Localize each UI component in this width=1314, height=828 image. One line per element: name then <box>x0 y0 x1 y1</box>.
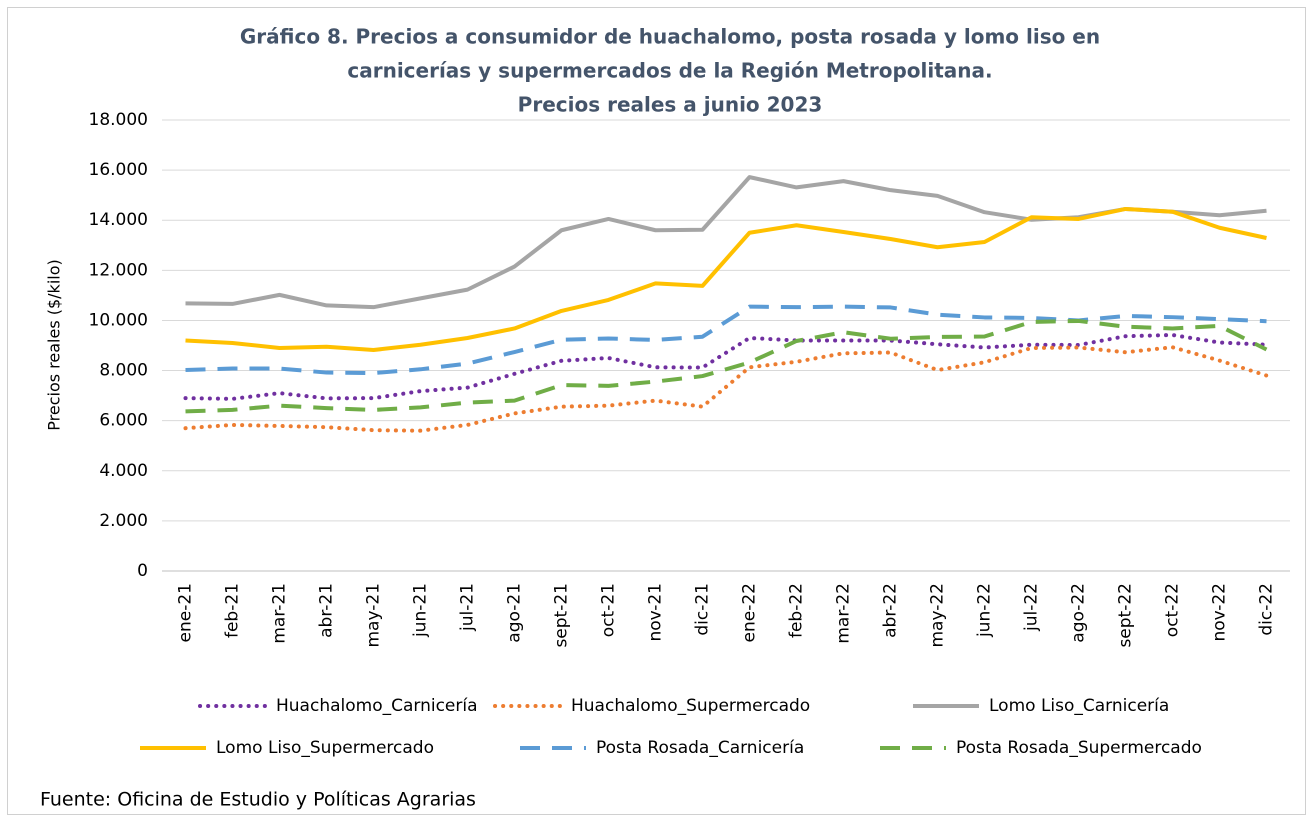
x-tick-label: jun-22 <box>975 583 995 638</box>
y-tick-label: 16.000 <box>89 160 148 180</box>
y-tick-label: 4.000 <box>99 461 148 481</box>
x-tick-label: ago-21 <box>505 583 525 643</box>
x-tick-label: dic-22 <box>1257 583 1277 636</box>
x-tick-label: abr-22 <box>881 583 901 638</box>
x-tick-label: jul-21 <box>458 583 478 632</box>
y-tick-label: 10.000 <box>89 310 148 330</box>
x-tick-label: may-22 <box>928 583 948 648</box>
x-tick-label: nov-21 <box>646 583 666 642</box>
x-tick-label: ago-22 <box>1069 583 1089 643</box>
x-tick-label: sept-21 <box>552 583 572 648</box>
y-tick-label: 12.000 <box>89 260 148 280</box>
y-tick-label: 18.000 <box>89 110 148 130</box>
x-tick-label: nov-22 <box>1210 583 1230 642</box>
x-tick-label: dic-21 <box>693 583 713 636</box>
x-tick-label: ene-21 <box>176 583 196 642</box>
x-tick-label: feb-21 <box>223 583 243 638</box>
x-tick-label: mar-22 <box>834 583 854 644</box>
series-line <box>185 206 1267 353</box>
x-tick-label: mar-21 <box>270 583 290 644</box>
series-line <box>183 345 1269 433</box>
chart-title: carnicerías y supermercados de la Región… <box>347 59 992 83</box>
chart-title: Precios reales a junio 2023 <box>518 93 823 117</box>
x-tick-label: ene-22 <box>740 583 760 642</box>
x-tick-label: sept-22 <box>1116 583 1136 648</box>
x-tick-label: jul-22 <box>1022 583 1042 632</box>
y-axis-label: Precios reales ($/kilo) <box>45 259 64 430</box>
legend-label: Posta Rosada_Carnicería <box>596 738 804 758</box>
y-tick-label: 6.000 <box>99 411 148 431</box>
series-line <box>185 318 1268 414</box>
legend-label: Huachalomo_Carnicería <box>276 696 478 716</box>
series-line <box>185 304 1267 376</box>
source: Fuente: Oficina de Estudio y Políticas A… <box>40 789 476 811</box>
legend-label: Posta Rosada_Supermercado <box>956 738 1202 758</box>
y-tick-label: 0 <box>137 561 148 581</box>
x-tick-label: oct-21 <box>599 583 619 637</box>
x-tick-label: feb-22 <box>787 583 807 638</box>
x-tick-label: abr-21 <box>317 583 337 638</box>
y-tick-label: 2.000 <box>99 511 148 531</box>
y-tick-label: 14.000 <box>89 210 148 230</box>
x-tick-label: jun-21 <box>411 583 431 638</box>
x-tick-label: may-21 <box>364 583 384 648</box>
legend-label: Lomo Liso_Carnicería <box>989 696 1169 716</box>
y-tick-label: 8.000 <box>99 361 148 381</box>
chart-title: Gráfico 8. Precios a consumidor de huach… <box>240 25 1100 49</box>
series-line <box>183 332 1269 401</box>
x-tick-label: oct-22 <box>1163 583 1183 637</box>
legend-label: Huachalomo_Supermercado <box>571 696 810 716</box>
legend-label: Lomo Liso_Supermercado <box>216 738 434 758</box>
